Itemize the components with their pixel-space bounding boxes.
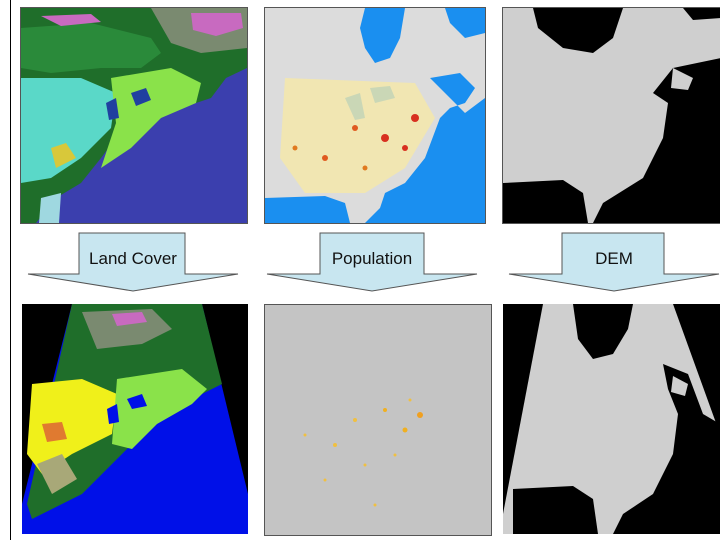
left-border-line bbox=[10, 0, 11, 540]
landcover-source-map bbox=[20, 7, 248, 224]
landcover-reprojected-map bbox=[22, 304, 248, 534]
dem-arrow-label: DEM bbox=[595, 249, 633, 268]
population-arrow-label: Population bbox=[331, 249, 413, 268]
population-source-map bbox=[264, 7, 486, 224]
dem-arrow: DEM bbox=[508, 232, 720, 292]
dem-source-map bbox=[502, 7, 720, 224]
population-arrow: Population bbox=[266, 232, 478, 292]
dem-reprojected-map bbox=[503, 304, 720, 534]
landcover-arrow: Land Cover bbox=[27, 232, 239, 292]
landcover-arrow-label: Land Cover bbox=[89, 249, 177, 268]
population-reprojected-map bbox=[264, 304, 492, 536]
